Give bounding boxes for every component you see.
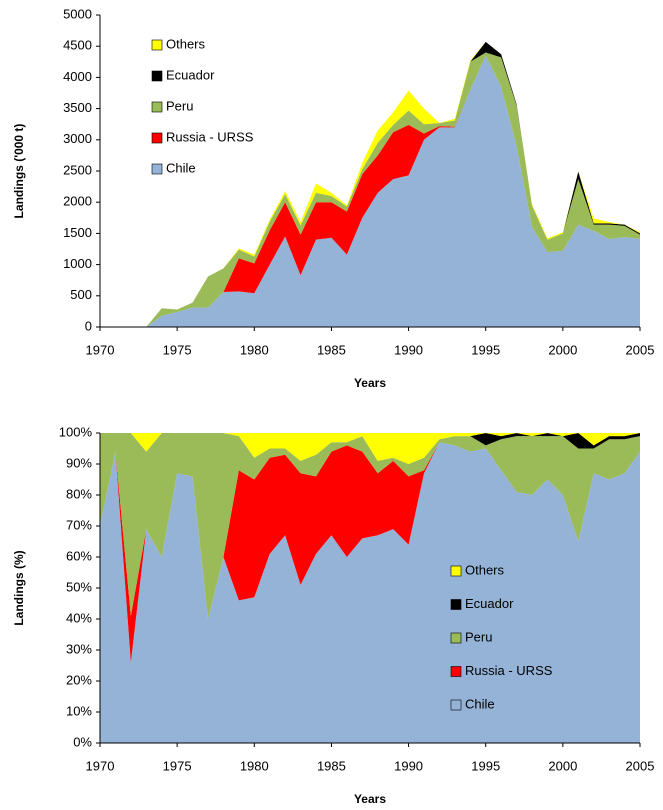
legend-swatch [450,565,462,577]
legend-swatch [151,163,163,175]
x-tick-label: 1990 [394,342,423,357]
x-tick-label: 1975 [163,758,192,773]
legend-swatch [450,666,462,677]
y-axis-title: Landings (%) [12,550,26,625]
y-tick-label: 50% [66,579,92,594]
x-tick-label: 1985 [317,758,346,773]
legend-label: Peru [465,629,492,644]
y-tick-label: 500 [70,287,92,302]
x-tick-label: 1975 [163,342,192,357]
y-tick-label: 0% [73,734,92,749]
legend-label: Others [465,562,505,577]
area [100,52,640,327]
y-tick-label: 70% [66,517,92,532]
x-tick-label: 1970 [86,758,115,773]
x-tick-label: 2000 [548,342,577,357]
legend-swatch [151,39,163,51]
x-tick-label: 1990 [394,758,423,773]
legend-label: Russia - URSS [465,663,553,678]
y-axis-title: Landings ('000 t) [12,124,26,219]
legend-swatch [151,132,163,144]
y-tick-label: 4000 [63,69,92,84]
x-tick-label: 1985 [317,342,346,357]
y-tick-label: 80% [66,486,92,501]
legend-label: Others [166,36,206,51]
x-tick-label: 2005 [626,758,655,773]
y-tick-label: 3500 [63,100,92,115]
legend-label: Ecuador [166,67,215,82]
area [100,55,640,328]
legend-swatch [450,599,462,610]
x-tick-label: 1970 [86,342,115,357]
y-tick-label: 0 [85,318,92,333]
legend-label: Ecuador [465,596,514,611]
legend-swatch [151,70,163,82]
legend-swatch [450,632,462,644]
x-tick-label: 1980 [240,342,269,357]
y-tick-label: 30% [66,641,92,656]
legend-label: Chile [166,160,196,175]
y-tick-label: 90% [66,455,92,470]
y-tick-label: 60% [66,548,92,563]
area [100,433,640,619]
area [100,433,640,464]
y-tick-label: 1500 [63,225,92,240]
legend-swatch [450,699,462,711]
legend-label: Chile [465,696,495,711]
y-tick-label: 3000 [63,131,92,146]
x-tick-label: 2005 [626,342,655,357]
y-tick-label: 20% [66,672,92,687]
x-tick-label: 2000 [548,758,577,773]
y-tick-label: 2500 [63,162,92,177]
y-tick-label: 10% [66,703,92,718]
y-tick-label: 40% [66,610,92,625]
legend-label: Peru [166,98,193,113]
x-tick-label: 1980 [240,758,269,773]
y-tick-label: 2000 [63,194,92,209]
x-tick-label: 1995 [471,342,500,357]
area [100,55,640,328]
legend-label: Russia - URSS [166,129,254,144]
y-tick-label: 100% [59,424,93,439]
x-axis-title: Years [354,792,386,806]
area [100,442,640,743]
x-tick-label: 1995 [471,758,500,773]
x-axis-title: Years [354,376,386,390]
y-tick-label: 4500 [63,38,92,53]
area [100,442,640,663]
y-tick-label: 1000 [63,256,92,271]
legend-swatch [151,101,163,113]
y-tick-label: 5000 [63,6,92,21]
